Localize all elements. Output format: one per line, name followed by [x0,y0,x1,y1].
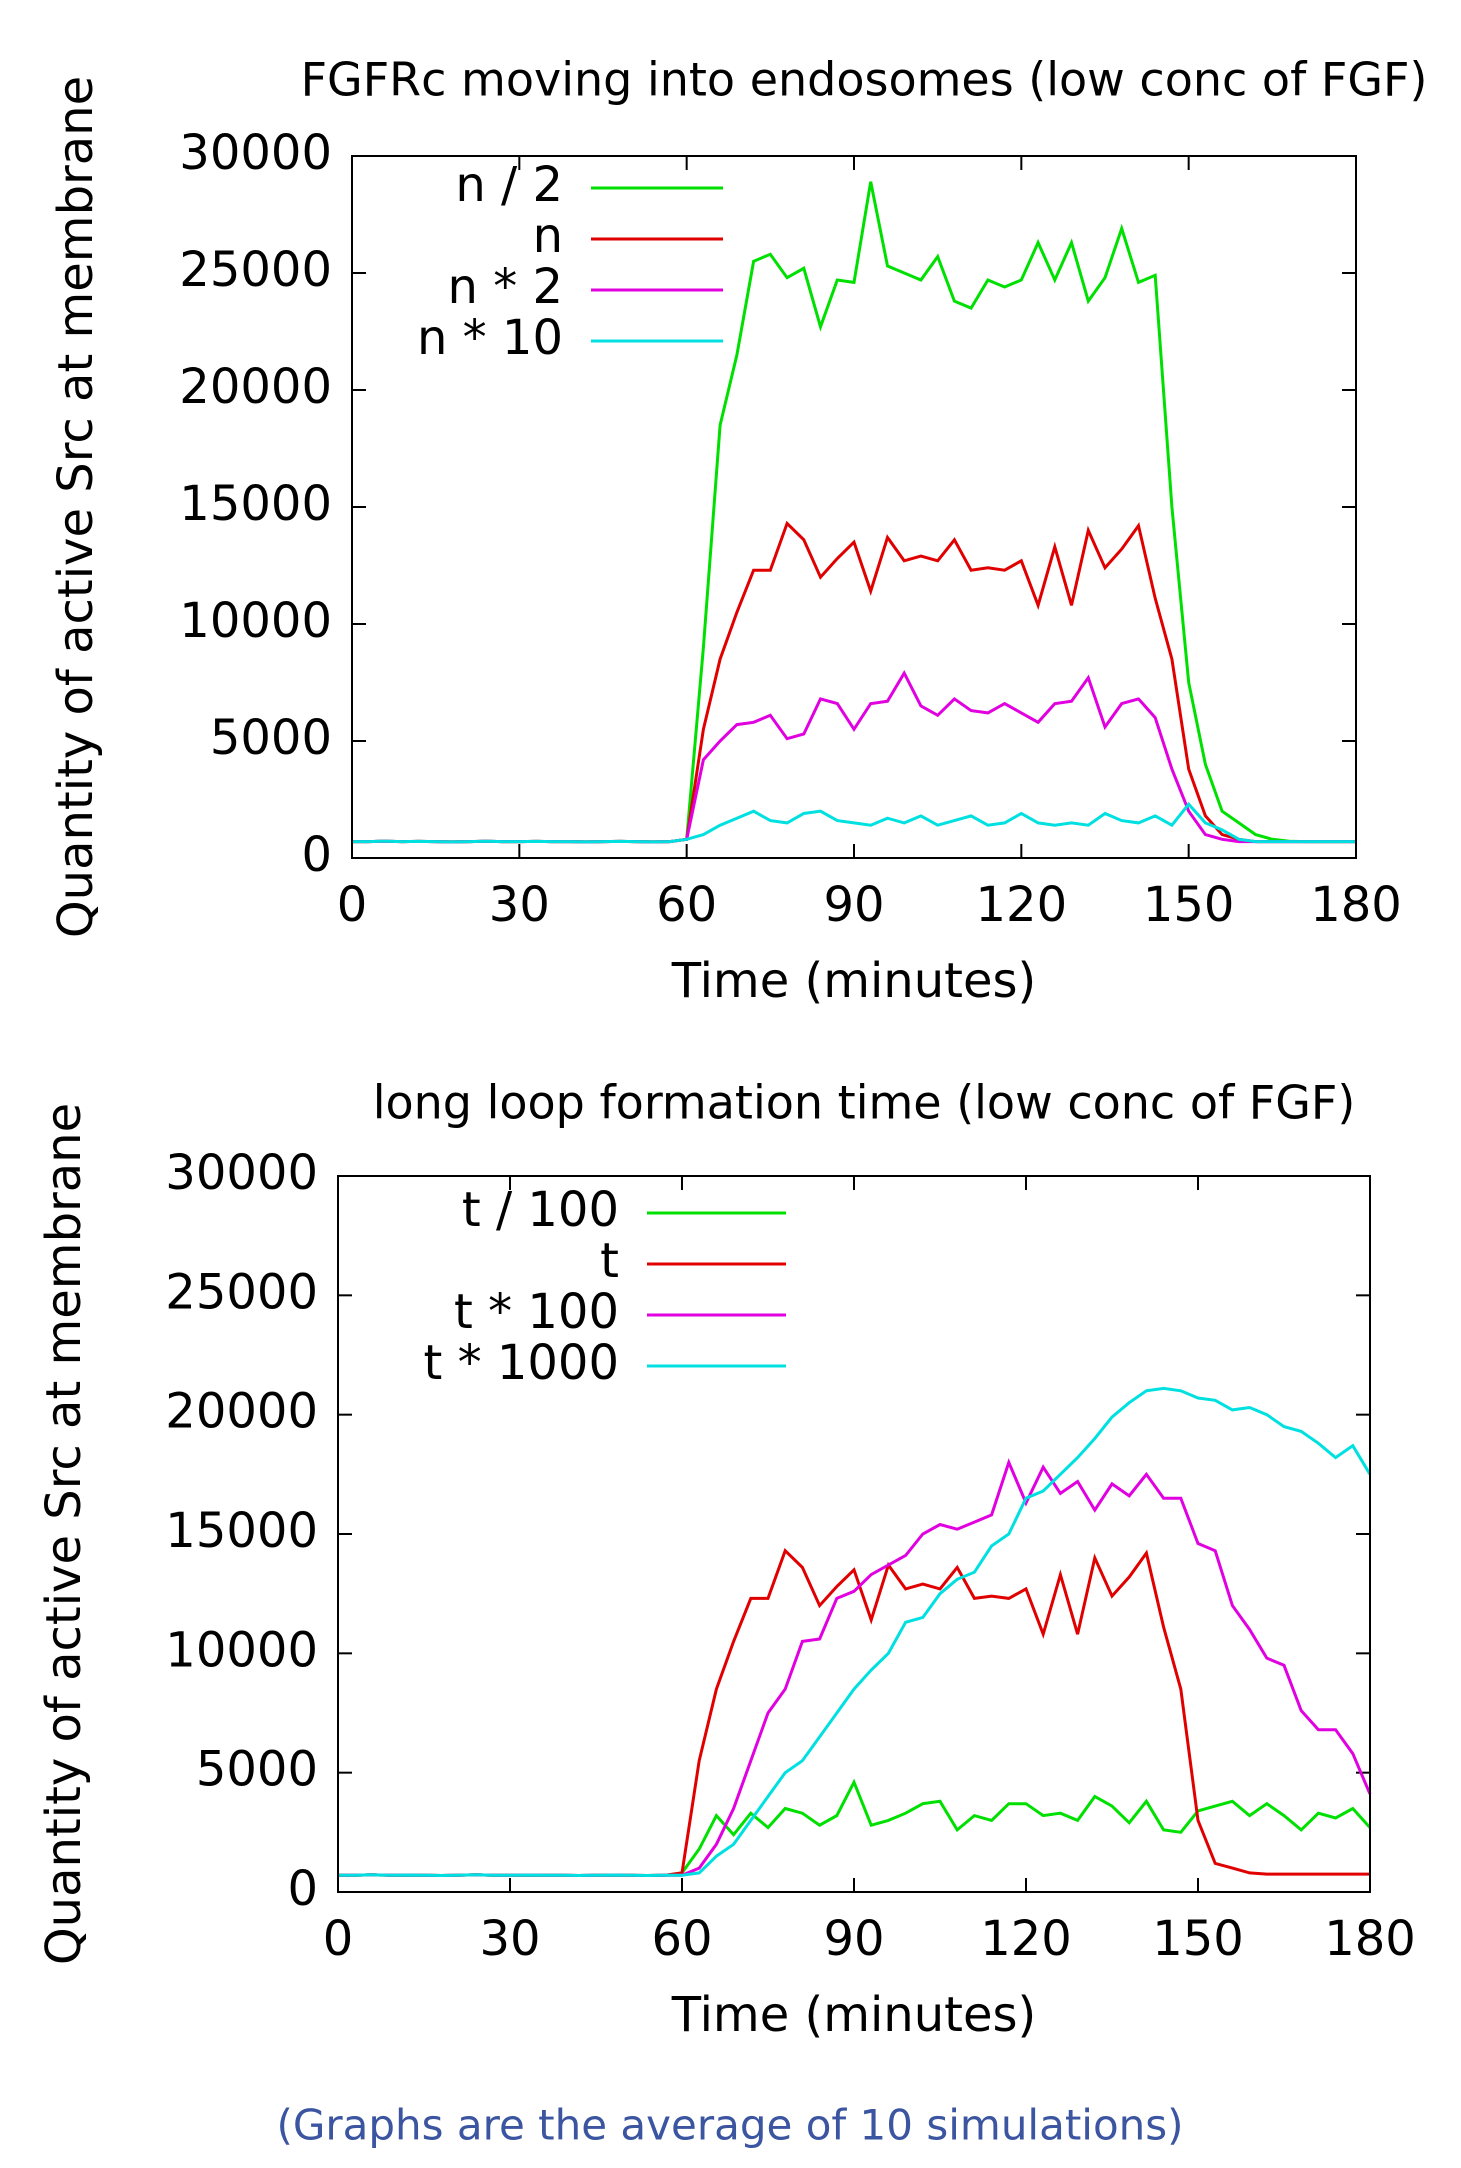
y-tick-label: 5000 [210,710,332,766]
y-tick-label: 30000 [165,1145,318,1201]
x-axis-label: Time (minutes) [671,1987,1036,2043]
x-tick-label: 180 [1310,877,1402,933]
y-tick-label: 15000 [179,476,332,532]
x-tick-label: 120 [980,1911,1072,1967]
y-tick-label: 15000 [165,1503,318,1559]
series-line [338,1386,1372,1878]
legend-label: t / 100 [462,1182,619,1238]
chart-title: FGFRc moving into endosomes (low conc of… [301,53,1428,107]
chart-title: long loop formation time (low conc of FG… [373,1076,1356,1130]
series-line [338,1458,1372,1878]
y-tick-label: 25000 [179,242,332,298]
x-tick-label: 0 [323,1911,354,1967]
x-tick-label: 60 [656,877,717,933]
y-tick-label: 0 [287,1861,318,1917]
x-tick-label: 90 [823,1911,884,1967]
x-tick-label: 0 [337,877,368,933]
x-tick-label: 90 [823,877,884,933]
x-tick-label: 150 [1152,1911,1244,1967]
y-tick-label: 20000 [165,1384,318,1440]
caption: (Graphs are the average of 10 simulation… [276,2101,1183,2150]
series-line [352,520,1356,844]
legend-label: t [600,1233,619,1289]
legend-label: t * 1000 [424,1335,620,1391]
legend-label: t * 100 [454,1284,619,1340]
x-axis-label: Time (minutes) [671,953,1036,1009]
legend-label: n / 2 [455,157,563,213]
x-tick-label: 30 [489,877,550,933]
legend-label: n * 10 [417,310,563,366]
y-axis-label: Quantity of active Src at membrane [48,76,104,938]
x-tick-label: 60 [651,1911,712,1967]
plot-frame [337,1175,1371,1893]
plot-frame [351,155,1357,859]
y-tick-label: 5000 [196,1742,318,1798]
legend-label: n * 2 [448,259,563,315]
legend-label: n [533,208,563,264]
x-tick-label: 180 [1324,1911,1416,1967]
y-axis-label: Quantity of active Src at membrane [36,1103,92,1965]
y-tick-label: 10000 [179,593,332,649]
y-tick-label: 25000 [165,1264,318,1320]
series-line [338,1548,1370,1878]
x-tick-label: 120 [976,877,1068,933]
x-tick-label: 150 [1143,877,1235,933]
y-tick-label: 10000 [165,1622,318,1678]
y-tick-label: 0 [301,827,332,883]
x-tick-label: 30 [479,1911,540,1967]
y-tick-label: 30000 [179,125,332,181]
y-tick-label: 20000 [179,359,332,415]
series-line [352,801,1356,844]
